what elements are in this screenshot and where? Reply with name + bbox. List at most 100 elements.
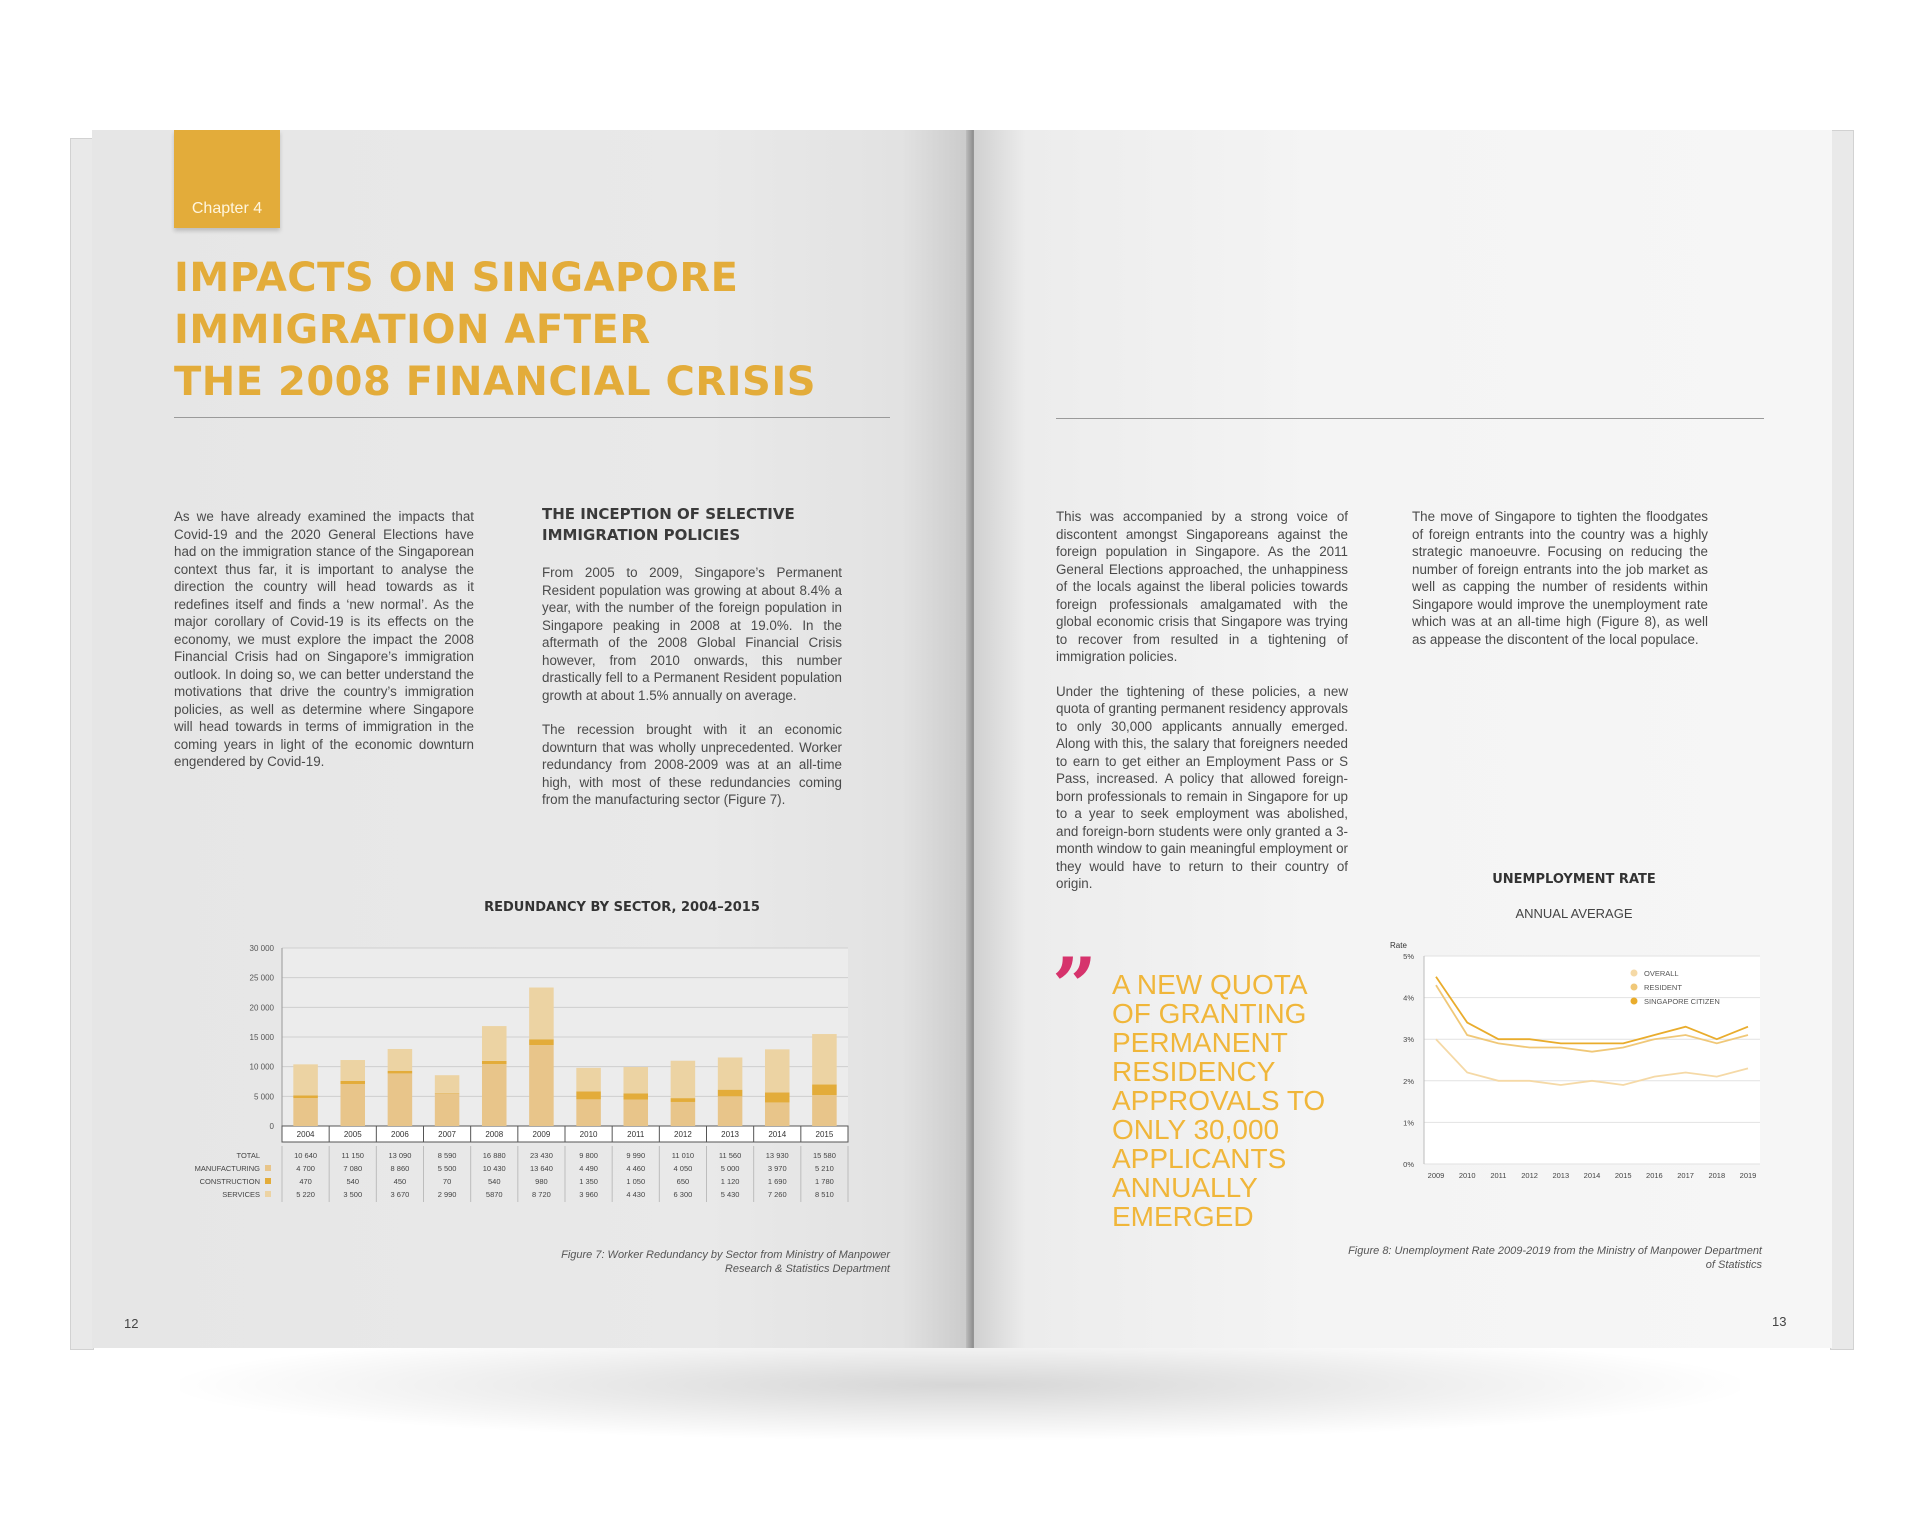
legend-swatch	[265, 1165, 271, 1171]
body-paragraph: Under the tightening of these policies, …	[1056, 683, 1348, 892]
legend-label: OVERALL	[1644, 969, 1679, 978]
x-tick-label: 2004	[297, 1130, 315, 1139]
x-tick-label: 2018	[1708, 1171, 1725, 1180]
x-tick-label: 2006	[391, 1130, 409, 1139]
x-tick-label: 2016	[1646, 1171, 1663, 1180]
table-cell: 450	[394, 1177, 407, 1186]
x-tick-label: 2010	[580, 1130, 598, 1139]
bar-services	[812, 1034, 837, 1085]
table-cell: 5 430	[721, 1190, 740, 1199]
bar-services	[717, 1057, 743, 1090]
legend-swatch	[265, 1178, 271, 1184]
table-cell: 1 780	[815, 1177, 834, 1186]
table-cell: 1 050	[626, 1177, 645, 1186]
legend-marker	[1630, 997, 1638, 1005]
table-cell: 470	[299, 1177, 312, 1186]
table-cell: 3 670	[391, 1190, 410, 1199]
table-cell: 8 510	[815, 1190, 834, 1199]
bar-manufacturing	[434, 1093, 460, 1126]
table-cell: 4 050	[674, 1164, 693, 1173]
table-cell: 13 930	[766, 1151, 789, 1160]
table-cell: 23 430	[530, 1151, 553, 1160]
unemployment-chart: Rate 0% 1% 2% 3% 4% 5% 2009 2010 2011 2012 2013 2014…	[1390, 941, 1760, 1180]
section-heading: THE INCEPTION OF SELECTIVE IMMIGRATION P…	[542, 505, 795, 544]
book-shadow	[180, 1330, 1740, 1440]
table-cell: 4 460	[626, 1164, 645, 1173]
bar-manufacturing	[529, 1045, 554, 1126]
bar-manufacturing	[576, 1099, 601, 1126]
bar-manufacturing	[293, 1098, 318, 1126]
y-tick-label: 30 000	[250, 944, 275, 953]
bar-services	[670, 1060, 696, 1099]
series-line-overall	[1435, 1038, 1749, 1086]
unemployment-chart-title: UNEMPLOYMENT RATE	[1492, 872, 1656, 887]
table-cell: 980	[535, 1177, 548, 1186]
bar-manufacturing	[812, 1095, 837, 1126]
y-tick-label: 4%	[1403, 994, 1414, 1003]
table-cell: 10 430	[483, 1164, 506, 1173]
x-tick-label: 2009	[1428, 1171, 1445, 1180]
table-cell: 3 970	[768, 1164, 787, 1173]
bar-construction	[340, 1080, 366, 1084]
legend-swatch	[265, 1191, 271, 1197]
table-cell: 5 000	[721, 1164, 740, 1173]
table-cell: 8 860	[391, 1164, 410, 1173]
unemployment-chart-subtitle: ANNUAL AVERAGE	[1515, 906, 1633, 921]
bar-services	[387, 1048, 413, 1071]
bar-manufacturing	[623, 1099, 649, 1126]
y-tick-label: 2%	[1403, 1077, 1414, 1086]
table-cell: 8 590	[438, 1151, 457, 1160]
bar-services	[434, 1075, 460, 1093]
y-axis-label: Rate	[1390, 941, 1407, 950]
table-cell: 11 560	[719, 1151, 741, 1160]
bar-construction	[764, 1092, 790, 1103]
right-column-1: This was accompanied by a strong voice o…	[1056, 508, 1348, 910]
x-tick-label: 2014	[768, 1130, 786, 1139]
intro-paragraph: As we have already examined the impacts …	[174, 509, 474, 769]
table-cell: 3 960	[579, 1190, 598, 1199]
legend-marker	[1630, 983, 1638, 991]
y-tick-label: 10 000	[250, 1063, 275, 1072]
bar-construction	[576, 1091, 601, 1100]
page-title: IMPACTS ON SINGAPORE IMMIGRATION AFTER T…	[174, 252, 854, 408]
table-cell: 1 690	[768, 1177, 787, 1186]
quote-mark-icon: ”	[1052, 941, 1097, 1032]
x-tick-label: 2013	[721, 1130, 739, 1139]
redundancy-chart: 0 5 000 10 000 15 000 20 000 25 000 30 000 2004…	[195, 944, 849, 1202]
section-paragraph: From 2005 to 2009, Singapore’s Permanent…	[542, 565, 842, 703]
section-paragraph: The recession brought with it an economi…	[542, 722, 842, 807]
y-tick-label: 5 000	[254, 1092, 275, 1101]
left-page: Chapter 4 IMPACTS ON SINGAPORE IMMIGRATI…	[92, 130, 972, 1348]
x-tick-label: 2013	[1552, 1171, 1569, 1180]
bar-manufacturing	[764, 1102, 790, 1126]
table-cell: 70	[443, 1177, 451, 1186]
figure-7-caption: Figure 7: Worker Redundancy by Sector fr…	[561, 1249, 890, 1275]
x-tick-label: 2005	[344, 1130, 362, 1139]
plot-area	[1424, 956, 1760, 1164]
table-cell: 5870	[486, 1190, 503, 1199]
legend-marker	[1630, 969, 1638, 977]
bar-manufacturing	[670, 1101, 696, 1126]
table-cell: 4 490	[579, 1164, 598, 1173]
page-number: 12	[124, 1316, 139, 1331]
bar-construction	[293, 1095, 318, 1099]
y-tick-label: 0	[270, 1122, 275, 1131]
pull-quote: A NEW QUOTA OF GRANTING PERMANENT RESIDE…	[1112, 969, 1326, 1232]
bar-services	[623, 1067, 649, 1094]
x-tick-label: 2011	[627, 1130, 645, 1139]
page-number: 13	[1772, 1314, 1787, 1329]
table-cell: 7 080	[343, 1164, 362, 1173]
table-cell: 650	[677, 1177, 690, 1186]
table-cell: 9 990	[626, 1151, 645, 1160]
x-tick-label: 2014	[1584, 1171, 1601, 1180]
bar-services	[340, 1060, 366, 1081]
x-tick-label: 2007	[438, 1130, 456, 1139]
x-tick-label: 2009	[533, 1130, 551, 1139]
table-cell: 1 350	[579, 1177, 598, 1186]
bar-construction	[623, 1093, 649, 1100]
series-line-resident	[1435, 984, 1749, 1053]
x-tick-label: 2019	[1740, 1171, 1757, 1180]
table-cell: 5 500	[438, 1164, 457, 1173]
table-cell: 8 720	[532, 1190, 551, 1199]
table-cell: 7 260	[768, 1190, 787, 1199]
